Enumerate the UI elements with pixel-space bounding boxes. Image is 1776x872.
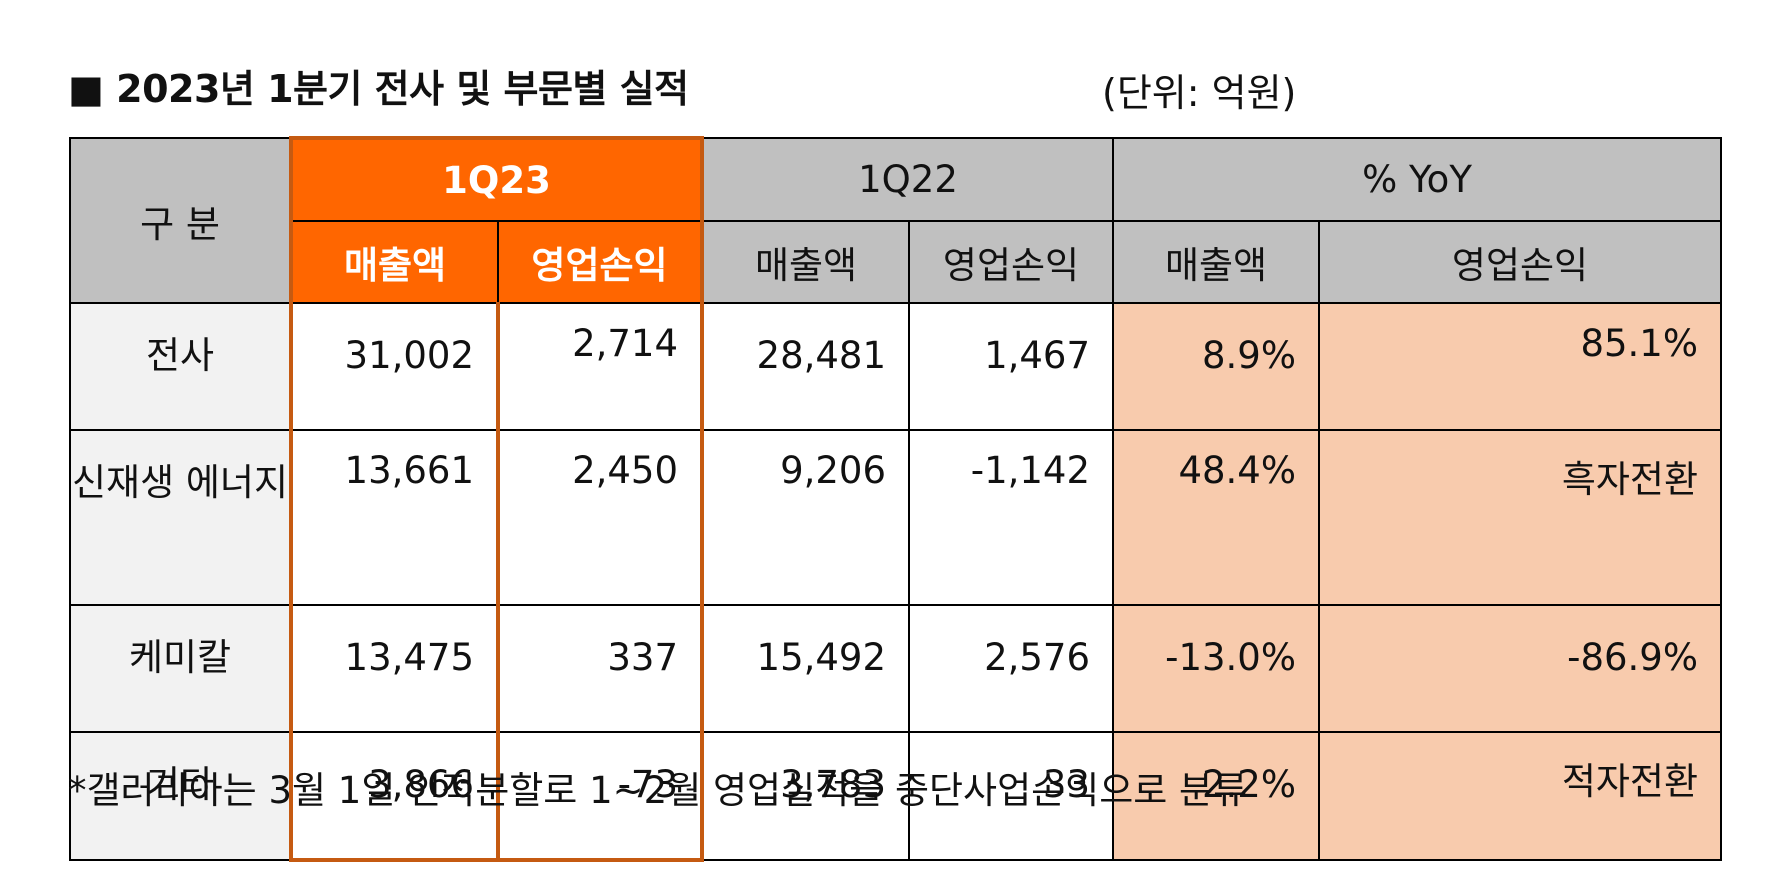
cell-1q23-sales: 31,002 — [289, 302, 500, 431]
table-row: 신재생 에너지 13,661 2,450 9,206 -1,142 48.4% … — [69, 429, 1722, 606]
group-header-1q22: 1Q22 — [701, 137, 1114, 222]
cell-1q22-op: 1,467 — [908, 302, 1114, 431]
cell-1q23-op: 2,450 — [496, 429, 704, 606]
cell-1q22-sales: 3,783 — [701, 731, 910, 861]
cell-yoy-op: 적자전환 — [1318, 731, 1722, 861]
cell-1q22-op: 2,576 — [908, 604, 1114, 733]
header-row-groups: 구 분 1Q23 1Q22 % YoY — [69, 136, 1722, 304]
cell-yoy-sales: 8.9% — [1112, 302, 1320, 431]
corner-header: 구 분 — [69, 137, 292, 304]
cell-1q22-op: 33 — [908, 731, 1114, 861]
table-row: 기타 3,866 -73 3,783 33 2.2% 적자전환 — [69, 731, 1722, 862]
subheader-1q22-sales: 매출액 — [701, 220, 910, 304]
unit-label: (단위: 억원) — [1102, 71, 1297, 115]
cell-yoy-op: -86.9% — [1318, 604, 1722, 733]
footnote: *갤러리아는 3월 1일 인적분할로 1~2월 영업실적을 중단사업손익으로 분… — [68, 769, 1248, 812]
cell-yoy-op: 85.1% — [1318, 302, 1722, 431]
group-header-yoy: % YoY — [1112, 137, 1722, 222]
subheader-1q23-op: 영업손익 — [497, 220, 704, 304]
cell-1q23-sales: 13,475 — [289, 604, 500, 733]
subheader-1q23-sales: 매출액 — [289, 220, 499, 304]
cell-yoy-sales: -13.0% — [1112, 604, 1320, 733]
row-label: 케미칼 — [69, 604, 292, 733]
cell-1q23-op: -73 — [496, 731, 704, 862]
group-header-1q23: 1Q23 — [289, 136, 704, 222]
subheader-1q22-op: 영업손익 — [908, 220, 1114, 304]
cell-1q22-sales: 15,492 — [701, 604, 910, 733]
cell-1q23-op: 337 — [496, 604, 704, 733]
subheader-yoy-op: 영업손익 — [1318, 220, 1722, 304]
performance-table: 구 분 1Q23 1Q22 % YoY 매출액 영업손익 매출액 영업손익 매출… — [69, 136, 1722, 862]
row-label: 신재생 에너지 — [69, 429, 292, 606]
cell-yoy-op: 흑자전환 — [1318, 429, 1722, 606]
cell-1q23-sales: 13,661 — [289, 429, 500, 606]
report-title: ■ 2023년 1분기 전사 및 부문별 실적 — [68, 67, 689, 111]
cell-1q22-op: -1,142 — [908, 429, 1114, 606]
cell-yoy-sales: 48.4% — [1112, 429, 1320, 606]
subheader-yoy-sales: 매출액 — [1112, 220, 1320, 304]
table-row: 전사 31,002 2,714 28,481 1,467 8.9% 85.1% — [69, 302, 1722, 431]
cell-yoy-sales: 2.2% — [1112, 731, 1320, 861]
cell-1q23-sales: 3,866 — [289, 731, 500, 862]
table-row: 케미칼 13,475 337 15,492 2,576 -13.0% -86.9… — [69, 604, 1722, 733]
row-label: 전사 — [69, 302, 292, 431]
cell-1q23-op: 2,714 — [496, 302, 704, 431]
header-row-sub: 매출액 영업손익 매출액 영업손익 매출액 영업손익 — [70, 220, 1722, 304]
cell-1q22-sales: 9,206 — [701, 429, 910, 606]
row-label: 기타 — [69, 731, 292, 861]
cell-1q22-sales: 28,481 — [701, 302, 910, 431]
